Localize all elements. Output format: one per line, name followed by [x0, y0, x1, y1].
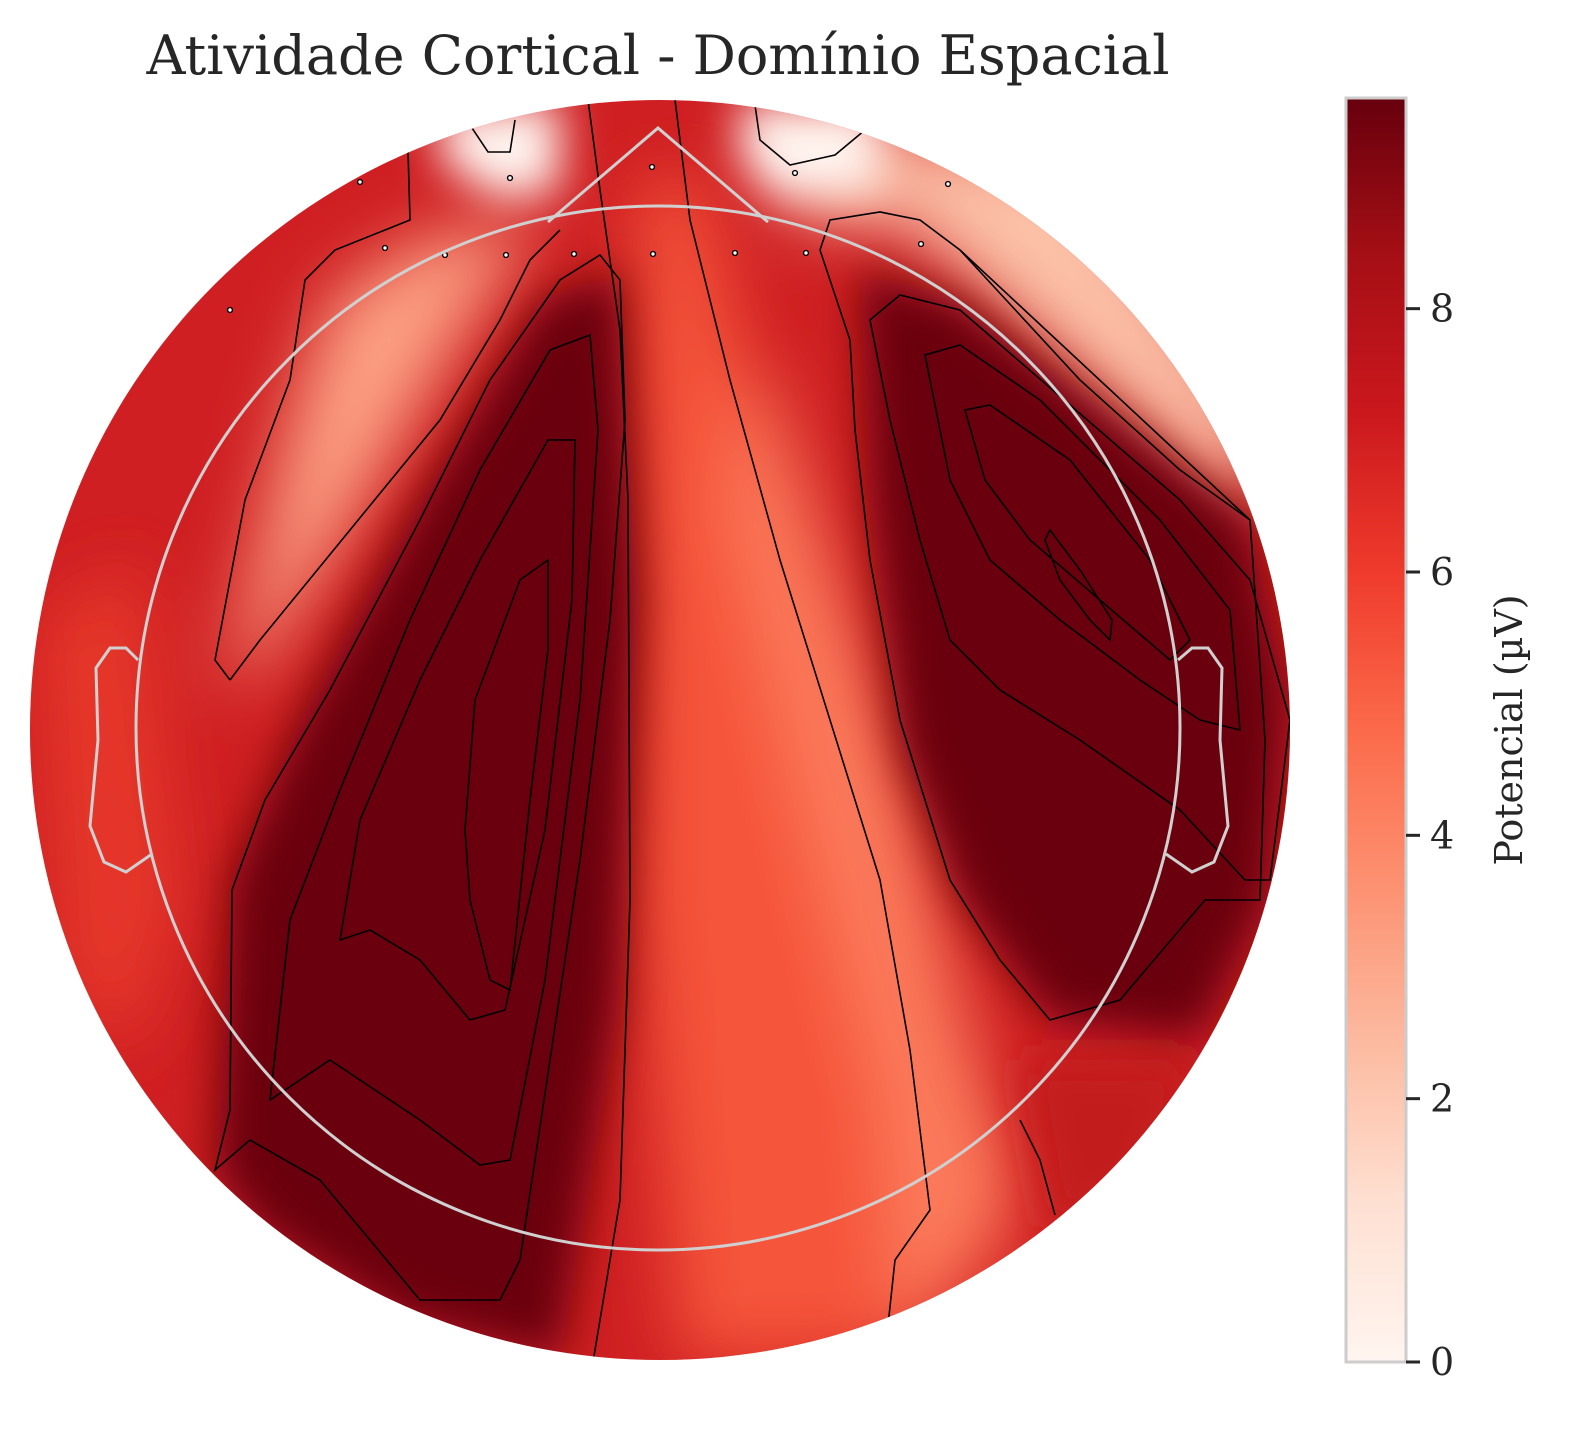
region-left-edge — [40, 560, 180, 1060]
sensor-dot — [381, 244, 389, 252]
sensor-dot — [791, 169, 799, 177]
colorbar-ticks: 0 2 4 6 8 — [1406, 287, 1454, 1384]
contour-left-outer — [213, 253, 626, 1301]
contour-left-inner — [338, 439, 576, 1021]
colorbar-tick-label: 6 — [1430, 550, 1454, 594]
contour-top-right-blob — [754, 104, 866, 166]
sensor-dot — [649, 250, 657, 258]
colorbar-label: Potencial (µV) — [1487, 594, 1531, 865]
colorbar-gradient — [1344, 96, 1408, 1364]
contour-right-core — [963, 404, 1191, 662]
sensor-dot — [802, 249, 810, 257]
contour-left-upper — [214, 149, 411, 681]
nose-outline — [547, 126, 769, 224]
sensor-dot — [648, 163, 656, 171]
sensor-dot — [944, 180, 952, 188]
sensor-dot — [226, 306, 234, 314]
region-bottom-right-bright — [1020, 1060, 1200, 1230]
region-dark-right-lobe — [860, 270, 1290, 1040]
sensor-dot — [731, 249, 739, 257]
chart-title: Atividade Cortical - Domínio Espacial — [145, 24, 1169, 87]
topomap-heatmap — [30, 100, 1290, 1360]
colorbar-tick-label: 8 — [1430, 287, 1454, 331]
colorbar-tick-label: 4 — [1430, 813, 1454, 857]
colorbar-tick-label: 2 — [1430, 1077, 1454, 1121]
contour-lines — [213, 100, 1290, 1360]
left-ear-outline — [88, 646, 153, 874]
sensor-dot — [570, 250, 578, 258]
contour-right-outer — [819, 211, 1266, 1021]
contour-right-top-edge — [959, 249, 1251, 521]
sensor-dot — [506, 174, 514, 182]
sensor-dot — [917, 240, 925, 248]
contour-left-mid — [269, 333, 599, 1166]
contour-right-mid — [869, 294, 1290, 881]
contour-center-right-stripe — [674, 100, 931, 1360]
contour-center-left-stripe — [587, 100, 631, 1360]
sensor-dot — [502, 251, 510, 259]
head-circle — [134, 204, 1182, 1252]
sensor-markers — [226, 163, 952, 314]
region-dark-left-lobe — [215, 270, 640, 1360]
contour-bottom-right — [1019, 1119, 1056, 1216]
contour-top-left-blob — [469, 119, 516, 153]
region-light-left-band — [230, 220, 540, 680]
contour-left-core — [464, 558, 549, 992]
head-outline — [88, 126, 1230, 1252]
colorbar-tick-label: 0 — [1430, 1340, 1454, 1384]
colorbar: 0 2 4 6 8 Potencial (µV) — [1344, 96, 1531, 1384]
right-ear-outline — [1165, 646, 1230, 874]
sensor-dot — [356, 178, 364, 186]
contour-right-spot — [1044, 528, 1113, 642]
contour-left-upper2 — [229, 229, 561, 681]
region-lightish-center-right — [730, 360, 1020, 1360]
